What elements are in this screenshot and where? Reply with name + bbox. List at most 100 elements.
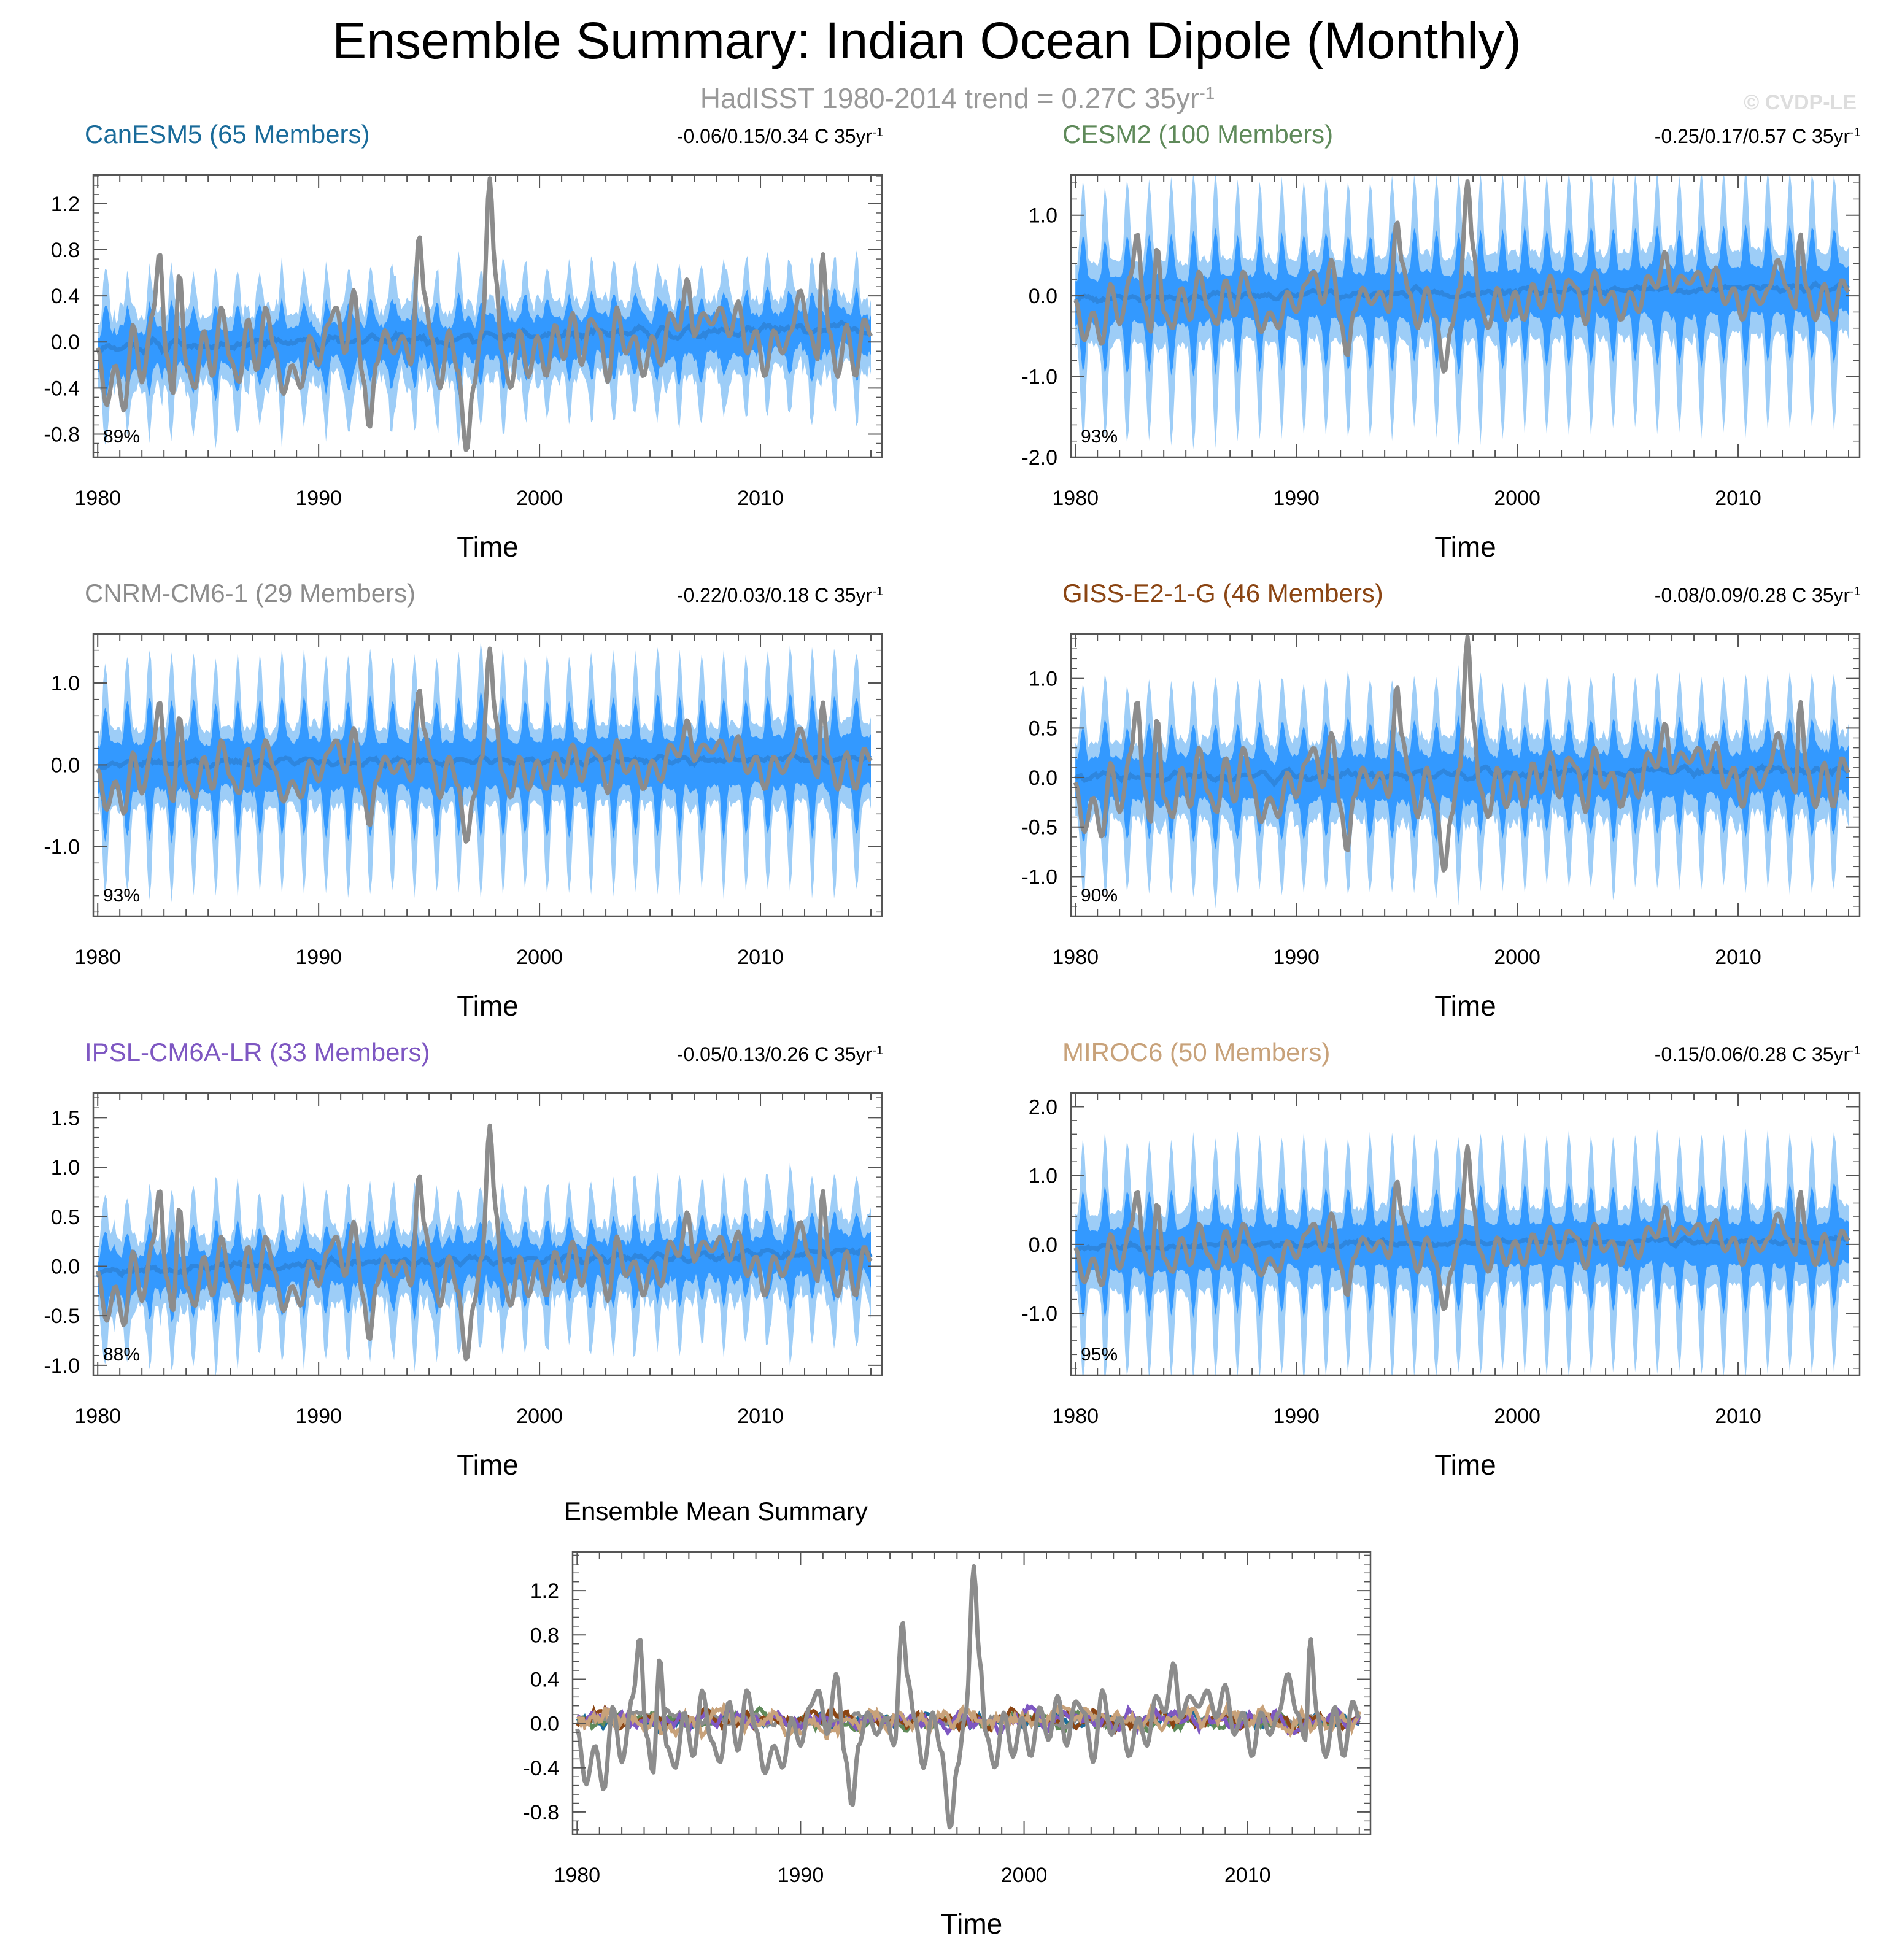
- x-tick-label: 2010: [1715, 487, 1761, 510]
- trend-label: -0.15/0.06/0.28 C 35yr-1: [1655, 1043, 1861, 1065]
- x-tick-label: 1980: [74, 946, 121, 969]
- trend-label: -0.08/0.09/0.28 C 35yr-1: [1655, 584, 1861, 606]
- y-tick-label: 0.0: [1029, 766, 1057, 790]
- x-tick-label: 1980: [1052, 946, 1099, 969]
- y-tick-label: -1.0: [44, 836, 80, 859]
- percent-label: 90%: [1081, 885, 1118, 906]
- plot-frame: [1070, 633, 1861, 917]
- y-tick-label: 0.0: [51, 331, 80, 354]
- figure-title: Ensemble Summary: Indian Ocean Dipole (M…: [332, 12, 1521, 69]
- plot-area: [95, 176, 873, 452]
- observed-line: [574, 1564, 1361, 1830]
- x-tick-label: 2000: [516, 1405, 563, 1428]
- plot-area: [1073, 1128, 1850, 1375]
- x-tick-label: 2010: [1715, 946, 1761, 969]
- plot-frame: [1070, 1092, 1861, 1376]
- percent-label: 89%: [103, 426, 140, 447]
- y-tick-label: -0.5: [1021, 816, 1057, 839]
- x-tick-label: 1980: [554, 1864, 600, 1887]
- y-tick-label: 0.0: [530, 1713, 559, 1736]
- x-tick-label: 1990: [1273, 946, 1320, 969]
- y-tick-label: 0.0: [1029, 1233, 1057, 1257]
- trend-label-sup: -1: [1850, 126, 1861, 139]
- x-axis-label: Time: [1434, 990, 1496, 1022]
- x-tick-label: 2010: [737, 1405, 784, 1428]
- x-tick-label: 1980: [1052, 487, 1099, 510]
- x-tick-label: 2010: [1224, 1864, 1271, 1887]
- y-tick-label: 1.0: [1029, 204, 1057, 228]
- x-tick-label: 2010: [737, 487, 784, 510]
- ensemble-spread-inner: [1075, 223, 1849, 377]
- y-tick-label: 0.0: [51, 754, 80, 777]
- y-tick-label: 2.0: [1029, 1095, 1057, 1119]
- plot-frame: [92, 633, 883, 917]
- y-tick-label: 1.2: [530, 1580, 559, 1603]
- y-tick-label: -2.0: [1021, 446, 1057, 469]
- y-tick-label: -1.0: [1021, 366, 1057, 389]
- x-tick-label: 1990: [295, 487, 342, 510]
- trend-label: -0.06/0.15/0.34 C 35yr-1: [677, 125, 883, 147]
- panel-cesm2: 1980 1990 2000 2010 -2.0 -1.0 0.0 1.0 Time CESM2 …: [1021, 120, 1861, 563]
- y-tick-label: 1.0: [1029, 668, 1057, 691]
- y-tick-label: 1.5: [51, 1106, 80, 1130]
- y-tick-label: 0.0: [51, 1255, 80, 1278]
- plot-area: [574, 1564, 1361, 1830]
- y-tick-label: 1.0: [1029, 1165, 1057, 1188]
- trend-label-sup: -1: [872, 1044, 883, 1057]
- ensemble-spread-inner: [98, 691, 872, 844]
- trend-label-main: -0.15/0.06/0.28 C 35yr: [1655, 1043, 1850, 1065]
- observed-line: [1073, 1144, 1850, 1311]
- y-tick-label: 0.0: [1029, 285, 1057, 308]
- percent-label: 95%: [1081, 1345, 1118, 1365]
- y-tick-label: -0.4: [44, 377, 80, 400]
- ensemble-spread-inner: [1075, 1181, 1849, 1319]
- plot-frame: [1070, 174, 1861, 458]
- x-tick-label: 2010: [1715, 1405, 1761, 1428]
- x-axis-label: Time: [1434, 1449, 1496, 1481]
- y-tick-label: 0.5: [1029, 717, 1057, 740]
- ensemble-spread-inner: [98, 286, 872, 402]
- y-tick-label: -1.0: [1021, 1302, 1057, 1325]
- y-tick-label: 0.4: [51, 285, 80, 308]
- x-tick-label: 2000: [516, 487, 563, 510]
- x-tick-label: 2000: [1001, 1864, 1048, 1887]
- trend-label-sup: -1: [1850, 1044, 1861, 1057]
- x-axis-label: Time: [1434, 531, 1496, 563]
- percent-label: 93%: [103, 885, 140, 906]
- panel-title: GISS-E2-1-G (46 Members): [1062, 579, 1383, 608]
- trend-label-sup: -1: [872, 585, 883, 598]
- panel-title: MIROC6 (50 Members): [1062, 1038, 1330, 1067]
- x-tick-label: 2000: [1494, 946, 1540, 969]
- y-tick-label: -1.0: [1021, 865, 1057, 889]
- trend-label: -0.25/0.17/0.57 C 35yr-1: [1655, 125, 1861, 147]
- x-tick-label: 1990: [778, 1864, 824, 1887]
- observed-line: [1073, 635, 1850, 873]
- x-tick-label: 1980: [1052, 1405, 1099, 1428]
- figure-subtitle: HadISST 1980-2014 trend = 0.27C 35yr-1: [700, 82, 1215, 114]
- observed-line: [95, 646, 873, 844]
- panel-ensmean: 1980 1990 2000 2010 -0.8 -0.4 0.0 0.4 0.8 1.2 Time…: [523, 1497, 1372, 1940]
- panel-ipsl: 1980 1990 2000 2010 -1.0 -0.5 0.0 0.5 1.0 1.5 Time…: [44, 1038, 883, 1481]
- trend-label-main: -0.25/0.17/0.57 C 35yr: [1655, 125, 1850, 147]
- panel-canesm5: 1980 1990 2000 2010 -0.8 -0.4 0.0 0.4 0.8 1.2 Time…: [44, 120, 883, 563]
- panel-title: CNRM-CM6-1 (29 Members): [85, 579, 416, 608]
- y-tick-label: 0.8: [530, 1624, 559, 1647]
- x-axis-label: Time: [941, 1908, 1003, 1940]
- panel-title: CanESM5 (65 Members): [85, 120, 369, 149]
- figure-subtitle-main: HadISST 1980-2014 trend = 0.27C 35yr: [700, 82, 1200, 114]
- plot-area: [95, 642, 873, 903]
- x-tick-label: 2000: [516, 946, 563, 969]
- panel-title: Ensemble Mean Summary: [564, 1497, 868, 1526]
- y-tick-label: 1.0: [51, 1156, 80, 1179]
- plot-area: [1073, 635, 1850, 908]
- observed-line: [1073, 179, 1850, 374]
- trend-label: -0.22/0.03/0.18 C 35yr-1: [677, 584, 883, 606]
- trend-label-main: -0.06/0.15/0.34 C 35yr: [677, 125, 873, 147]
- panel-title: IPSL-CM6A-LR (33 Members): [85, 1038, 430, 1067]
- ensemble-spread-inner: [98, 1206, 872, 1323]
- y-tick-label: -1.0: [44, 1354, 80, 1378]
- y-tick-label: -0.8: [44, 423, 80, 446]
- trend-label-main: -0.08/0.09/0.28 C 35yr: [1655, 584, 1850, 606]
- plot-area: [1073, 175, 1850, 449]
